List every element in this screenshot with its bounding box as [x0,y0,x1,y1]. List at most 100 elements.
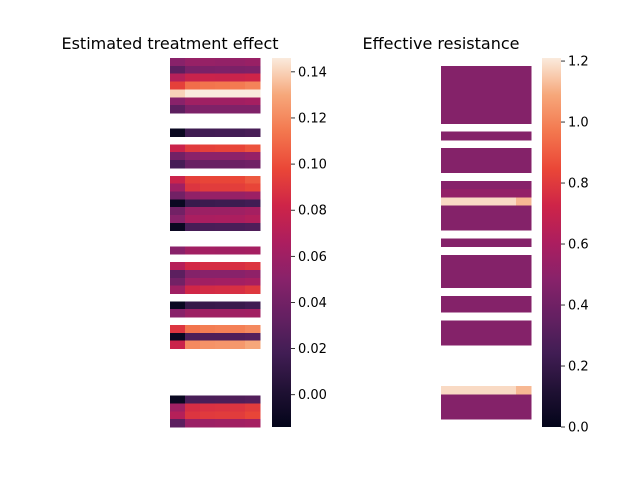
treatment-effect-cell [245,215,261,224]
treatment-effect-cell [170,403,186,412]
treatment-effect-cell [185,419,201,428]
treatment-effect-cell [230,97,246,106]
treatment-effect-cell [245,419,261,428]
effective-resistance-cell [471,410,487,420]
effective-resistance-cell [456,394,472,403]
effective-resistance-cell [471,115,487,124]
effective-resistance-cell [516,263,532,272]
effective-resistance-cell [486,279,502,289]
effective-resistance-cell [501,328,517,338]
effective-resistance-cell [516,271,532,280]
effective-resistance-colorbar-tick-label: 0.2 [568,360,589,375]
treatment-effect-cell [230,332,246,342]
effective-resistance-cell [456,263,472,272]
treatment-effect-cell [200,411,216,420]
effective-resistance-cell [516,295,532,305]
effective-resistance-cell [471,263,487,272]
treatment-effect-cell [245,183,261,192]
effective-resistance-cell [486,386,502,395]
treatment-effect-cell [215,105,231,114]
effective-resistance-cell [486,74,502,83]
treatment-effect-cell [215,332,231,342]
effective-resistance-cell [501,164,517,174]
effective-resistance-cell [501,221,517,231]
effective-resistance-cell [516,164,532,174]
treatment-effect-cell [200,183,216,192]
effective-resistance-cell [441,279,457,289]
effective-resistance-cell [516,115,532,124]
effective-resistance-cell [486,197,502,206]
effective-resistance-title: Effective resistance [363,34,520,53]
treatment-effect-heatmap [170,58,261,428]
treatment-effect-cell [215,160,231,169]
treatment-effect-cell [215,199,231,208]
effective-resistance-cell [486,180,502,190]
treatment-effect-cell [170,419,186,428]
treatment-effect-cell [185,285,201,294]
effective-resistance-cell [441,213,457,223]
treatment-effect-cell [215,324,231,334]
treatment-effect-cell [230,105,246,114]
effective-resistance-cell [501,254,517,264]
treatment-effect-cell [170,309,186,318]
effective-resistance-cell [441,66,457,75]
treatment-effect-cell [185,340,201,349]
effective-resistance-cell [486,98,502,108]
treatment-effect-cell [185,152,201,161]
effective-resistance-cell [516,304,532,313]
treatment-effect-cell [215,222,231,232]
treatment-effect-cell [245,269,261,279]
effective-resistance-cell [456,156,472,165]
effective-resistance-cell [501,304,517,313]
treatment-effect-cell [215,207,231,216]
effective-resistance-cell [456,386,472,395]
treatment-effect-cell [185,277,201,287]
treatment-effect-cell [245,340,261,349]
treatment-effect-cell [170,222,186,232]
effective-resistance-cell [441,394,457,403]
treatment-effect-cell [170,285,186,294]
effective-resistance-cell [516,90,532,100]
effective-resistance-heatmap [441,66,532,420]
effective-resistance-colorbar-bar [542,58,561,427]
effective-resistance-cell [501,279,517,289]
effective-resistance-cell [501,156,517,165]
effective-resistance-cell [471,279,487,289]
effective-resistance-cell [441,205,457,215]
treatment-effect-cell [200,403,216,412]
treatment-effect-colorbar-tick-label: 0.02 [298,342,327,357]
effective-resistance-cell [486,66,502,75]
effective-resistance-cell [471,148,487,157]
treatment-effect-cell [200,215,216,224]
treatment-effect-cell [170,199,186,208]
effective-resistance-cell [441,107,457,116]
treatment-effect-cell [215,277,231,287]
effective-resistance-cell [501,402,517,412]
treatment-effect-cell [245,81,261,90]
effective-resistance-cell [486,271,502,280]
treatment-effect-cell [245,309,261,318]
treatment-effect-cell [200,340,216,349]
effective-resistance-cell [456,254,472,264]
effective-resistance-cell [456,115,472,124]
effective-resistance-cell [516,205,532,215]
treatment-effect-cell [200,324,216,334]
effective-resistance-cell [486,263,502,272]
effective-resistance-cell [471,74,487,83]
effective-resistance-cell [471,82,487,92]
treatment-effect-cell [170,332,186,342]
treatment-effect-cell [185,332,201,342]
effective-resistance-cell [456,320,472,330]
treatment-effect-cell [170,301,186,310]
effective-resistance-colorbar-tick-label: 0.0 [568,421,589,436]
treatment-effect-colorbar-tick-label: 0.04 [298,296,327,311]
treatment-effect-cell [185,144,201,153]
treatment-effect-cell [230,191,246,200]
treatment-effect-cell [245,301,261,310]
effective-resistance-cell [441,336,457,346]
treatment-effect-cell [215,411,231,420]
effective-resistance-cell [501,320,517,330]
treatment-effect-cell [170,191,186,200]
treatment-effect-cell [185,262,201,271]
treatment-effect-cell [230,81,246,90]
